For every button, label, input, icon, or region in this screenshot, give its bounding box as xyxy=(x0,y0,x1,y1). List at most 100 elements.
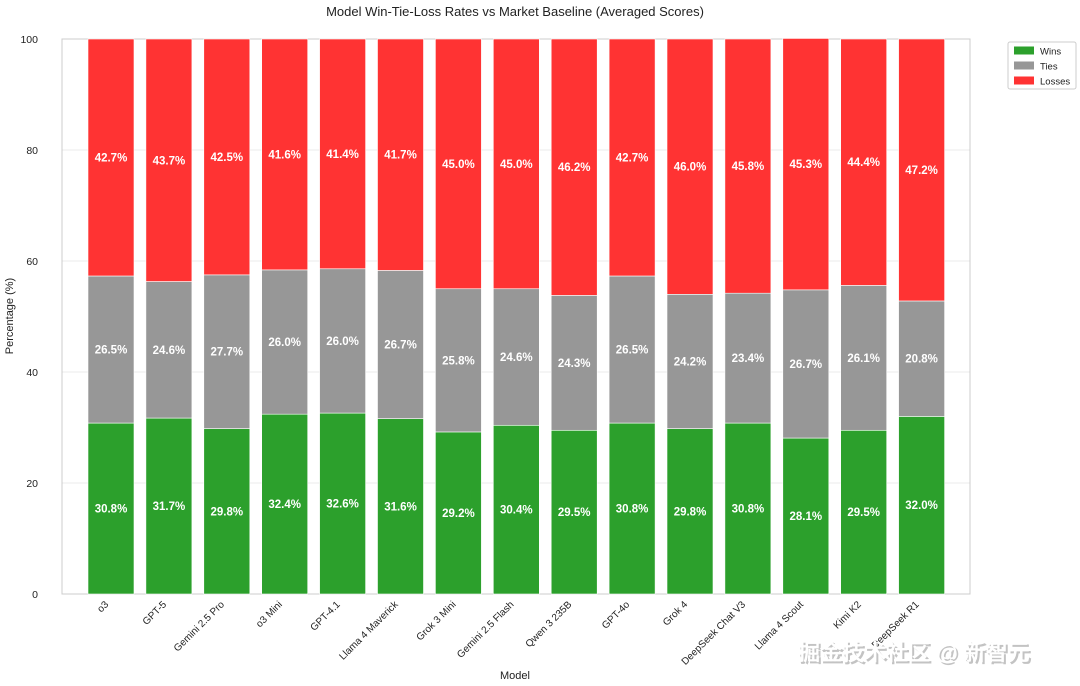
data-label-ties: 27.7% xyxy=(210,347,243,359)
legend-swatch-wins xyxy=(1014,46,1034,55)
bar-ties-segment xyxy=(435,288,482,433)
data-label-ties: 24.3% xyxy=(558,358,591,370)
data-label-wins: 29.5% xyxy=(558,507,591,519)
data-label-losses: 45.0% xyxy=(500,159,533,171)
data-label-wins: 29.5% xyxy=(847,507,880,519)
bar-losses-segment xyxy=(550,38,598,296)
data-label-ties: 24.6% xyxy=(500,352,533,364)
data-label-ties: 26.5% xyxy=(95,345,128,357)
data-label-wins: 32.4% xyxy=(268,499,301,511)
data-label-losses: 45.3% xyxy=(789,159,822,171)
x-tick-label: GPT-4o xyxy=(600,599,632,631)
watermark-shadow: 掘金技术社区 @ 新智元 xyxy=(800,642,1032,667)
data-label-wins: 30.4% xyxy=(500,505,533,517)
bar-losses-segment xyxy=(261,38,309,271)
bar-losses-segment xyxy=(840,38,888,286)
bar-wins-segment xyxy=(203,428,251,595)
bar-wins-segment xyxy=(319,412,366,595)
bar-losses-segment xyxy=(87,38,135,277)
data-label-wins: 30.8% xyxy=(95,504,128,516)
bar-wins-segment xyxy=(666,428,714,595)
bar-losses-segment xyxy=(608,38,656,277)
bar-wins-segment xyxy=(377,418,424,595)
data-label-wins: 28.1% xyxy=(789,511,822,523)
x-tick-label: Gemini 2.5 Pro xyxy=(172,599,227,654)
legend-label-wins: Wins xyxy=(1040,47,1061,58)
y-tick-label: 100 xyxy=(20,34,38,46)
data-label-wins: 29.2% xyxy=(442,508,475,520)
data-label-wins: 29.8% xyxy=(210,506,243,518)
bar-ties-segment xyxy=(724,292,772,424)
data-label-losses: 41.6% xyxy=(268,149,301,161)
data-label-ties: 24.6% xyxy=(153,345,186,357)
data-label-losses: 44.4% xyxy=(847,157,880,169)
data-label-wins: 31.6% xyxy=(384,501,417,513)
data-label-losses: 42.7% xyxy=(95,152,128,164)
bar-ties-segment xyxy=(145,281,193,419)
bar-ties-segment xyxy=(87,275,135,424)
x-tick-label: o3 Mini xyxy=(254,599,285,630)
data-label-ties: 26.0% xyxy=(268,337,301,349)
bar-losses-segment xyxy=(377,38,424,271)
bar-losses-segment xyxy=(898,38,945,302)
data-label-wins: 30.8% xyxy=(732,504,765,516)
bars xyxy=(87,38,945,595)
data-label-losses: 41.4% xyxy=(326,149,359,161)
bar-losses-segment xyxy=(666,38,714,295)
data-label-losses: 41.7% xyxy=(384,150,417,162)
data-label-ties: 26.0% xyxy=(326,336,359,348)
y-axis-ticks: 0 20 40 60 80 100 xyxy=(20,34,38,601)
data-label-losses: 47.2% xyxy=(905,165,938,177)
x-tick-label: Grok 3 Mini xyxy=(415,599,459,643)
data-label-losses: 43.7% xyxy=(153,155,186,167)
bar-wins-segment xyxy=(724,422,772,595)
bar-ties-segment xyxy=(898,300,945,417)
y-tick-label: 40 xyxy=(26,367,38,379)
data-label-losses: 45.0% xyxy=(442,159,475,171)
bar-losses-segment xyxy=(435,38,482,290)
bar-wins-segment xyxy=(608,422,656,595)
data-label-ties: 23.4% xyxy=(732,353,765,365)
data-label-ties: 26.5% xyxy=(616,345,649,357)
data-label-ties: 25.8% xyxy=(442,355,475,367)
data-label-losses: 45.8% xyxy=(732,161,765,173)
legend-label-losses: Losses xyxy=(1040,77,1070,88)
x-tick-label: Grok 4 xyxy=(661,599,690,628)
bar-ties-segment xyxy=(319,268,366,414)
x-tick-label: Llama 4 Maverick xyxy=(337,599,401,663)
y-tick-label: 0 xyxy=(32,589,38,601)
chart-title: Model Win-Tie-Loss Rates vs Market Basel… xyxy=(326,4,704,19)
y-tick-label: 20 xyxy=(26,478,38,490)
legend-label-ties: Ties xyxy=(1040,62,1058,73)
bar-ties-segment xyxy=(203,274,251,429)
bar-ties-segment xyxy=(550,295,598,431)
data-label-losses: 42.5% xyxy=(210,152,243,164)
data-label-ties: 20.8% xyxy=(905,354,938,366)
data-label-wins: 31.7% xyxy=(153,501,186,513)
data-label-wins: 29.8% xyxy=(674,506,707,518)
bar-ties-segment xyxy=(782,289,830,439)
data-label-losses: 46.2% xyxy=(558,162,591,174)
watermark-text: 掘金技术社区 @ 新智元 xyxy=(798,640,1030,665)
legend-swatch-ties xyxy=(1014,61,1034,70)
bar-ties-segment xyxy=(261,269,309,415)
bar-ties-segment xyxy=(608,275,656,424)
data-label-wins: 32.0% xyxy=(905,500,938,512)
bar-ties-segment xyxy=(840,285,888,431)
data-label-losses: 46.0% xyxy=(674,162,707,174)
data-label-ties: 24.2% xyxy=(674,356,707,368)
data-label-ties: 26.7% xyxy=(384,340,417,352)
bar-wins-segment xyxy=(87,422,135,595)
bar-wins-segment xyxy=(435,431,482,595)
bar-wins-segment xyxy=(145,417,193,595)
data-label-wins: 30.8% xyxy=(616,504,649,516)
bar-wins-segment xyxy=(492,424,540,595)
bar-wins-segment xyxy=(550,429,598,595)
bar-losses-segment xyxy=(492,38,540,290)
legend: Wins Ties Losses xyxy=(1007,41,1077,90)
data-label-ties: 26.1% xyxy=(847,353,880,365)
bar-losses-segment xyxy=(724,38,772,294)
data-label-wins: 32.6% xyxy=(326,499,359,511)
bar-wins-segment xyxy=(898,416,945,595)
